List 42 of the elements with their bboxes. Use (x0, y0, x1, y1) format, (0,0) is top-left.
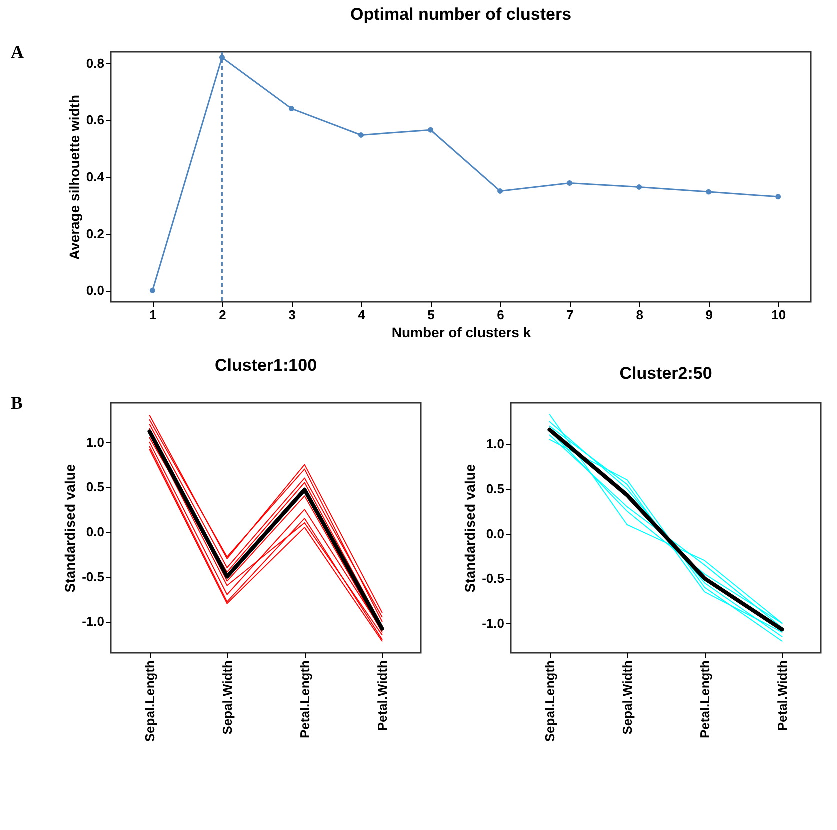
chart-title: Optimal number of clusters (350, 5, 572, 24)
x-axis-title: Number of clusters k (392, 324, 532, 340)
y-tick-label: -1.0 (82, 614, 104, 630)
y-axis-title: Average silhouette width (66, 94, 82, 260)
y-tick-label: -0.5 (482, 571, 504, 586)
x-tick-label: 3 (288, 308, 296, 322)
y-tick-label: 0.0 (486, 526, 504, 542)
y-tick-label: 0.5 (486, 482, 504, 497)
y-axis-title: Standardised value (462, 464, 478, 593)
chart-title: Cluster1:100 (214, 356, 318, 375)
y-tick-label: 1.0 (486, 436, 504, 452)
x-tick-label: 7 (566, 308, 574, 322)
y-tick-label: 0.2 (86, 226, 104, 242)
x-tick-label: 1 (150, 308, 157, 322)
y-tick-label: 0.6 (86, 112, 104, 128)
x-tick-label: Petal.Width (374, 660, 390, 732)
x-tick-label: Petal.Width (774, 660, 790, 732)
y-tick-label: 0.4 (86, 170, 106, 184)
text: A (11, 42, 24, 62)
x-tick-label: 6 (497, 308, 504, 322)
x-tick-label: Sepal.Width (620, 660, 635, 735)
x-tick-label: 9 (706, 308, 713, 322)
y-tick-label: 0.0 (86, 524, 104, 540)
x-tick-label: 5 (428, 308, 435, 322)
y-tick-label: 0.5 (86, 480, 104, 495)
x-tick-label: Sepal.Length (142, 660, 158, 742)
x-tick-label: Petal.Length (297, 660, 312, 739)
y-tick-label: 0.8 (86, 56, 104, 71)
y-axis-title: Standardised value (62, 464, 78, 593)
x-tick-label: Sepal.Width (220, 660, 235, 735)
y-tick-label: -0.5 (82, 569, 104, 584)
y-tick-label: -1.0 (482, 616, 504, 631)
text: B (11, 393, 24, 413)
x-tick-label: 8 (636, 308, 644, 322)
x-tick-label: 4 (358, 308, 366, 322)
y-tick-label: 1.0 (86, 434, 104, 450)
chart-title: Cluster2:50 (620, 364, 712, 383)
x-tick-label: 10 (772, 308, 786, 322)
x-tick-label: Petal.Length (697, 660, 712, 739)
x-tick-label: Sepal.Length (542, 660, 558, 742)
y-tick-label: 0.0 (86, 283, 104, 298)
x-tick-label: 2 (219, 308, 226, 322)
